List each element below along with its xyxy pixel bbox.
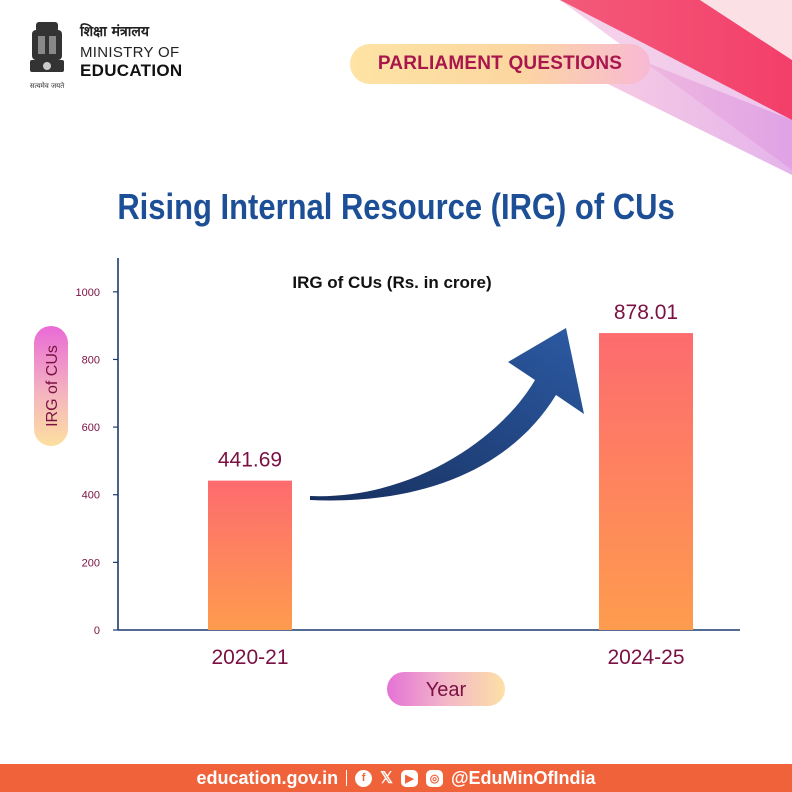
bar-value-label: 878.01 (614, 301, 678, 324)
bar-value-label: 441.69 (218, 449, 282, 472)
ministry-name-line1: MINISTRY OF (80, 44, 180, 61)
chart-title: IRG of CUs (Rs. in crore) (292, 273, 491, 292)
national-emblem-icon: सत्यमेव जयते (30, 22, 65, 90)
instagram-icon[interactable]: ◎ (426, 769, 443, 787)
y-tick-label: 600 (82, 422, 100, 434)
x-icon[interactable]: 𝕏 (380, 770, 393, 787)
y-tick-label: 400 (82, 490, 100, 502)
bar-2024-25 (599, 333, 693, 630)
y-tick-label: 0 (94, 625, 100, 637)
y-axis-label-pill (34, 326, 68, 446)
parliament-questions-badge: PARLIAMENT QUESTIONS (350, 44, 650, 84)
footer-social-handle[interactable]: @EduMinOfIndia (451, 767, 596, 788)
y-tick-label: 200 (82, 557, 100, 569)
footer-bar: education.gov.in f 𝕏 ▶ ◎ @EduMinOfIndia (0, 764, 792, 792)
ministry-name-hindi: शिक्षा मंत्रालय (80, 24, 150, 40)
page-title: Rising Internal Resource (IRG) of CUs (117, 186, 675, 227)
y-tick-label: 1000 (76, 287, 100, 299)
youtube-icon[interactable]: ▶ (401, 769, 418, 787)
x-axis-label-pill (387, 672, 505, 706)
growth-arrow (310, 328, 584, 501)
x-category-label: 2024-25 (607, 646, 684, 669)
x-axis-label: Year (426, 679, 467, 701)
x-category-label: 2020-21 (211, 646, 288, 669)
y-axis-label: IRG of CUs (44, 345, 61, 427)
bar-2020-21 (208, 480, 292, 630)
ministry-name-line2: EDUCATION (80, 61, 183, 80)
y-tick-label: 800 (82, 354, 100, 366)
facebook-icon[interactable]: f (355, 769, 373, 787)
footer-website-link[interactable]: education.gov.in (196, 767, 339, 788)
footer-divider (346, 770, 348, 786)
emblem-motto: सत्यमेव जयते (30, 81, 65, 90)
